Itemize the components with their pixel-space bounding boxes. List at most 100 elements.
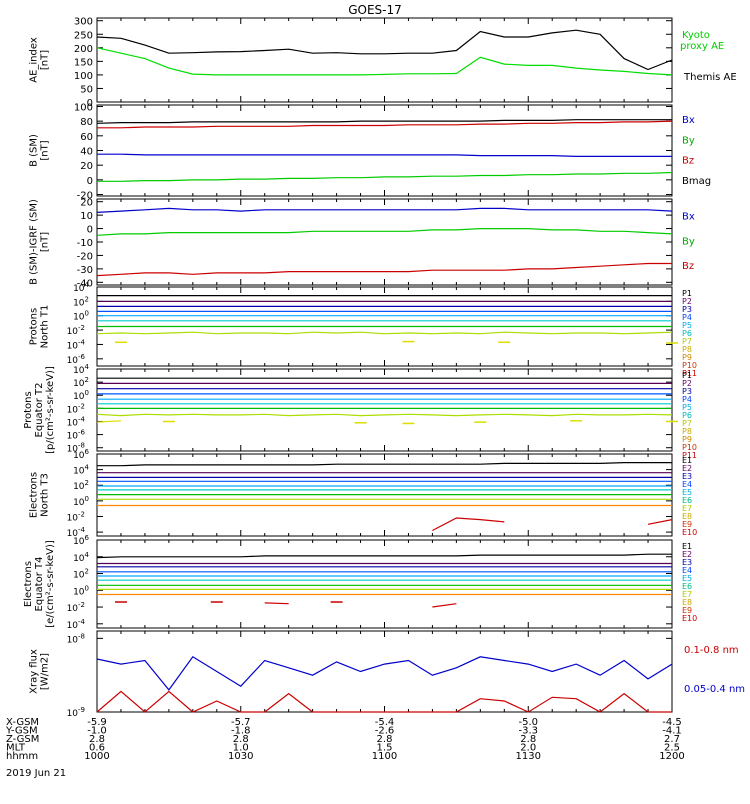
legend-entry: E7 <box>682 504 692 513</box>
legend-entry: Kyoto <box>682 30 710 41</box>
series-line-P9 <box>96 420 122 423</box>
series-line-By <box>96 228 673 236</box>
y-axis-label-line: [nT] <box>40 140 51 160</box>
panel-frame <box>96 17 673 103</box>
y-tick-label: 40 <box>80 147 93 158</box>
y-axis-label-line: B (SM)-IGRF (SM) <box>29 199 40 285</box>
y-axis-label: B (SM)-IGRF (SM) [nT] <box>29 199 51 285</box>
panel-frame <box>96 539 673 629</box>
panel-bsm: -20 0 20 40 60 80 100 B (SM) [nT] Bx By Bz Bmag <box>29 102 712 201</box>
y-tick-label: 10-6 <box>67 429 86 442</box>
legend-entry: E8 <box>682 512 692 521</box>
legend-entry: P6 <box>682 329 692 338</box>
legend-entry: P8 <box>682 427 692 436</box>
legend-entry: P1 <box>682 289 692 298</box>
y-axis-label-line: Protons <box>23 391 34 428</box>
legend-entry: E7 <box>682 590 692 599</box>
x-axis-value: 2.5 <box>664 743 680 754</box>
legend-entry: P3 <box>682 387 692 396</box>
legend-entry: P1 <box>682 371 692 380</box>
y-tick-label: -20 <box>77 191 93 202</box>
legend-entry: Bmag <box>682 176 711 187</box>
x-axis-value: 1.0 <box>233 743 249 754</box>
y-tick-label: 20 <box>80 198 93 209</box>
x-axis-value: 1.5 <box>377 743 393 754</box>
y-axis-label-line: Protons <box>29 308 40 345</box>
y-axis-label-line: [W/m2] <box>40 653 51 690</box>
y-tick-label: 100 <box>73 310 89 323</box>
legend-entry: Bz <box>682 156 694 167</box>
y-tick-label: 0 <box>87 176 93 187</box>
y-tick-label: 0 <box>87 225 93 236</box>
legend-entry: P3 <box>682 305 692 314</box>
x-axis-value: -1.0 <box>87 726 107 737</box>
y-tick-label: 300 <box>74 17 93 28</box>
legend-entry: E1 <box>682 542 692 551</box>
legend-entry: E6 <box>682 496 692 505</box>
x-axis-value: 1200 <box>659 751 684 762</box>
x-axis-value: 2.0 <box>520 743 536 754</box>
y-tick-label: 10-2 <box>67 324 85 337</box>
series-line-Bx <box>96 207 673 213</box>
y-tick-label: 100 <box>73 495 89 508</box>
y-tick-label: 10-9 <box>67 706 85 719</box>
legend-entry: E9 <box>682 606 692 615</box>
y-axis-label-line: AE_index <box>29 37 40 83</box>
legend-entry: P9 <box>682 435 692 444</box>
y-axis-label: Protons North T1 <box>29 305 51 349</box>
legend-entry: proxy AE <box>680 41 724 52</box>
legend-entry: Bz <box>682 261 694 272</box>
y-axis-label-line: Electrons <box>23 561 34 607</box>
x-axis-value: 1130 <box>516 751 541 762</box>
y-axis-label: Protons Equator T2 [p/(cm²-s-sr-keV)] <box>23 366 56 454</box>
y-tick-label: 102 <box>73 568 89 581</box>
y-tick-label: 10-4 <box>67 415 86 428</box>
x-axis-value: -5.0 <box>518 717 538 728</box>
y-tick-label: 100 <box>73 389 89 402</box>
x-axis-row-label: hhmm <box>6 751 38 762</box>
series-line-Bz <box>96 262 672 277</box>
x-axis-value: -1.8 <box>231 726 251 737</box>
legend-entry: E1 <box>682 456 692 465</box>
y-tick-label: 104 <box>73 464 89 477</box>
y-tick-label: 200 <box>74 44 93 55</box>
y-axis-label-line: B (SM) <box>29 134 40 167</box>
legend-entry: 0.1-0.8 nm <box>684 645 739 656</box>
x-axis-value: 2.8 <box>233 734 249 745</box>
y-tick-label: 104 <box>73 551 89 564</box>
legend-entry: E10 <box>682 614 697 623</box>
y-tick-label: 100 <box>73 584 89 597</box>
y-tick-label: -20 <box>77 251 93 262</box>
x-axis-value: 2.8 <box>377 734 393 745</box>
legend-entry: P4 <box>682 395 692 404</box>
y-tick-label: 250 <box>74 30 93 41</box>
legend-entry: P2 <box>682 379 692 388</box>
panel-xray: 10-8 10-9 Xray flux [W/m2] 0.1-0.8 nm 0.05-0.… <box>29 630 745 719</box>
series-line-Themis AE <box>96 29 673 71</box>
y-tick-label: 100 <box>74 71 93 82</box>
y-axis-label-line: North T3 <box>40 473 51 517</box>
series-line-By <box>97 171 673 182</box>
y-tick-label: -30 <box>77 265 93 276</box>
y-tick-label: 150 <box>74 57 93 68</box>
x-axis-value: -2.6 <box>375 726 395 737</box>
y-tick-label: 10-4 <box>67 618 86 631</box>
y-axis-label-line: [e/(cm²-s-sr-keV)] <box>45 540 56 628</box>
x-axis-row-label: X-GSM <box>6 717 39 728</box>
legend-entry: P5 <box>682 403 692 412</box>
legend-entry: P5 <box>682 321 692 330</box>
y-axis-label: AE_index [nT] <box>29 37 51 83</box>
legend-entry: E3 <box>682 558 692 567</box>
legend-entry: P8 <box>682 345 692 354</box>
legend-entry: E4 <box>682 566 692 575</box>
y-axis-label-line: Electrons <box>29 472 40 518</box>
legend-entry: P11 <box>682 451 697 460</box>
legend-entry: By <box>682 135 695 146</box>
legend-entry: E4 <box>682 480 692 489</box>
y-axis-label-line: [nT] <box>40 50 51 70</box>
